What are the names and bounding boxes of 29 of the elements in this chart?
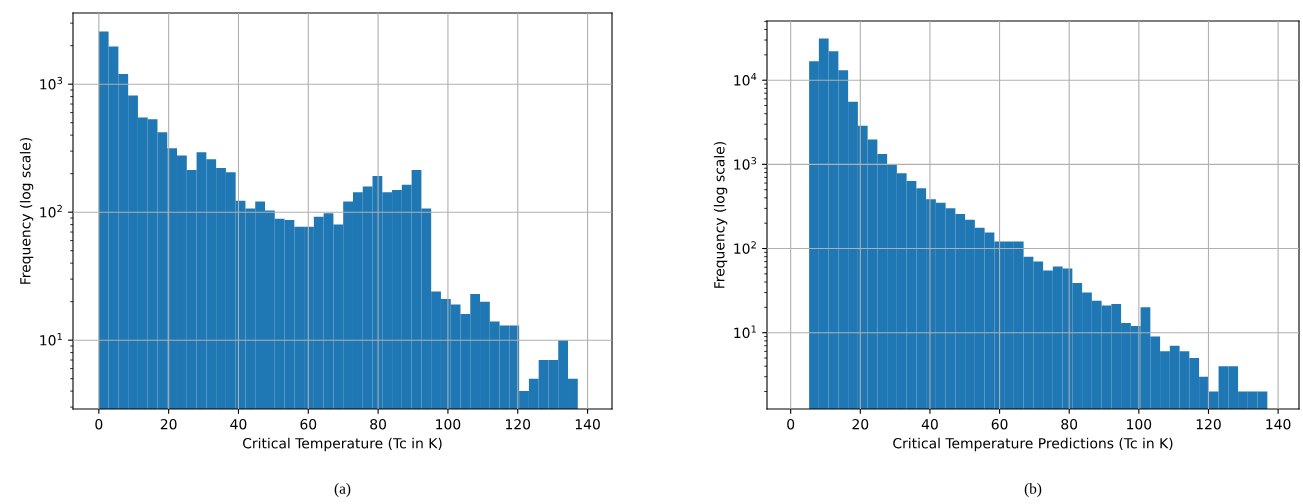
x-axis-title: Critical Temperature Predictions (Tc in K): [893, 437, 1173, 452]
x-tick-label: 40: [921, 418, 938, 430]
x-tick-label: 0: [787, 418, 795, 430]
y-tick-label: 10$^{3}$: [40, 76, 63, 90]
x-tick-label: 100: [436, 418, 461, 430]
x-axis-title: Critical Temperature (Tc in K): [242, 437, 442, 452]
y-axis-title: Frequency (log scale): [713, 142, 728, 288]
x-tick-label: 80: [1061, 418, 1078, 430]
x-tick-label: 140: [1266, 418, 1291, 430]
y-tick-label: 10$^{2}$: [734, 241, 756, 254]
y-tick-label: 10$^{1}$: [40, 332, 62, 346]
x-tick-label: 20: [852, 418, 869, 430]
x-tick-label: 0: [95, 418, 103, 430]
x-tick-label: 80: [370, 418, 387, 430]
y-tick-label: 10$^{2}$: [40, 204, 62, 218]
x-tick-label: 120: [506, 418, 531, 430]
x-tick-label: 60: [991, 418, 1008, 430]
text: (a): [334, 483, 351, 497]
y-tick-label: 10$^{1}$: [734, 325, 756, 339]
x-tick-label: 40: [230, 418, 247, 430]
text: (b): [1024, 483, 1042, 497]
x-tick-label: 140: [575, 418, 600, 430]
y-axis-title: Frequency (log scale): [19, 138, 34, 284]
x-tick-label: 120: [1196, 418, 1221, 430]
x-tick-label: 100: [1127, 418, 1152, 430]
x-tick-label: 20: [160, 418, 177, 430]
y-tick-label: 10$^{4}$: [734, 72, 757, 86]
x-tick-label: 60: [300, 418, 317, 430]
y-tick-label: 10$^{3}$: [734, 157, 757, 170]
